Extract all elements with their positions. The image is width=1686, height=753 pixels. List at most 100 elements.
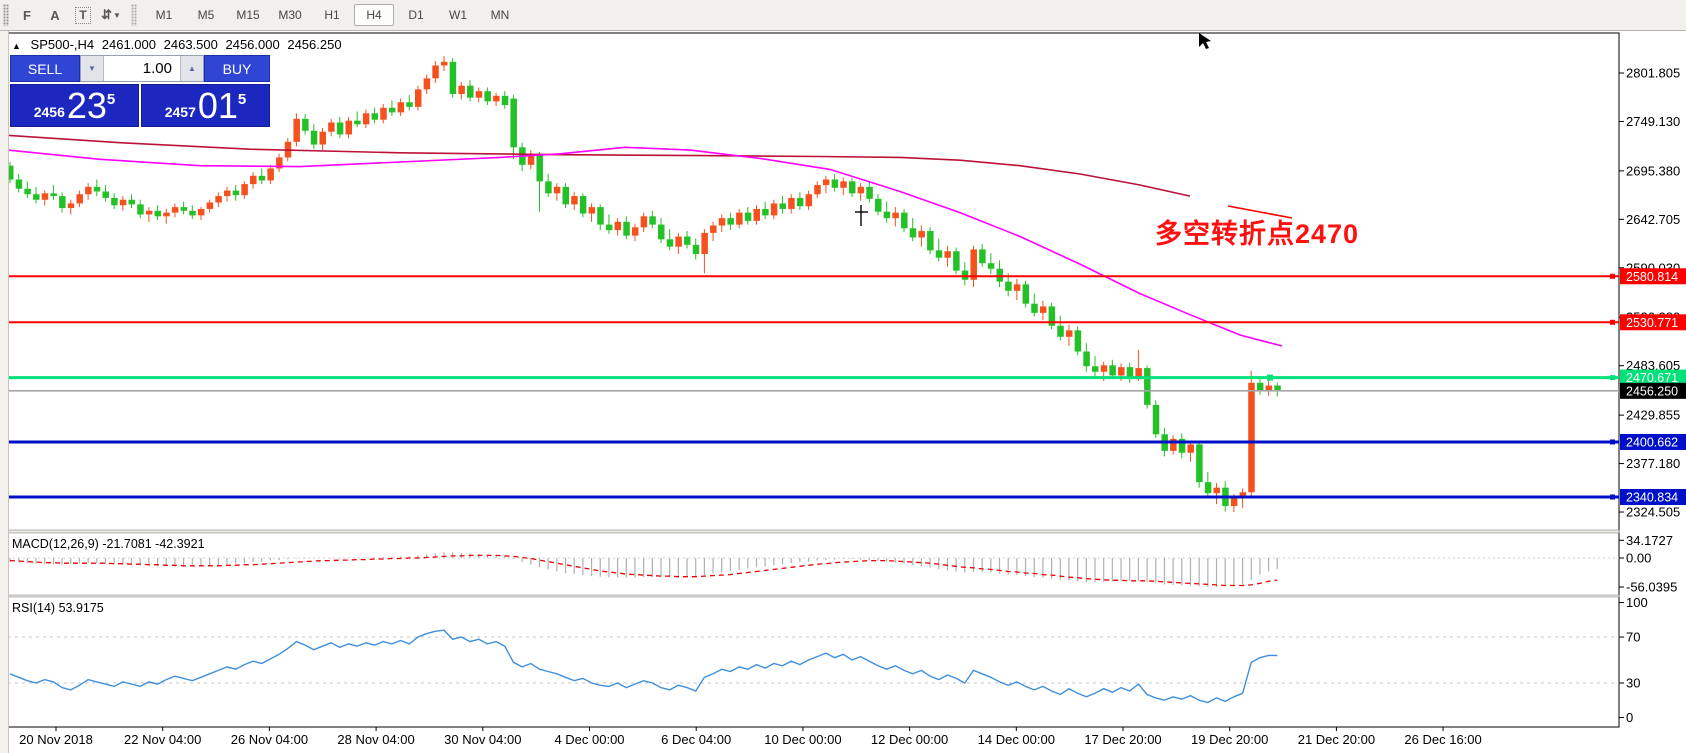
svg-text:28 Nov 04:00: 28 Nov 04:00 (337, 732, 414, 747)
rsi-panel: 100 70 30 0 (8, 595, 1648, 725)
high-value: 2463.500 (163, 37, 218, 52)
svg-text:2749.130: 2749.130 (1626, 114, 1680, 129)
timeframe-m30-button[interactable]: M30 (278, 8, 302, 22)
macd-name: MACD(12,26,9) (12, 537, 99, 551)
svg-text:6 Dec 04:00: 6 Dec 04:00 (661, 732, 731, 747)
svg-text:70: 70 (1626, 630, 1640, 645)
volume-decrease-icon[interactable]: ▼ (81, 56, 104, 81)
volume-input[interactable]: 1.00 (142, 60, 172, 77)
svg-text:4 Dec 00:00: 4 Dec 00:00 (554, 732, 624, 747)
quote-header: ▲ SP500-,H4 2461.000 2463.500 2456.000 2… (12, 37, 346, 52)
macd-value: -21.7081 (102, 537, 152, 551)
volume-increase-icon[interactable]: ▲ (180, 56, 203, 81)
timeframe-m15-button[interactable]: M15 (236, 8, 260, 22)
timeframe-m5-button[interactable]: M5 (197, 8, 215, 22)
sell-price-big: 23 (66, 85, 107, 126)
timeframe-d1-button[interactable]: D1 (408, 8, 424, 22)
svg-text:0.00: 0.00 (1626, 551, 1651, 566)
svg-text:-56.0395: -56.0395 (1626, 580, 1677, 595)
text-box-glyph: T (75, 6, 91, 24)
top-toolbar: F A T ⇵ ▼ M1 M5 M15 M30 H1 H4 D1 W1 MN (0, 0, 1686, 31)
svg-text:26 Nov 04:00: 26 Nov 04:00 (231, 732, 308, 747)
ma_slow-line[interactable] (8, 134, 1191, 197)
rsi-indicator-label: RSI(14) 53.9175 (12, 601, 104, 615)
sell-price-box[interactable]: 2456 23 5 (10, 84, 139, 127)
timeframe-mn-button[interactable]: MN (490, 8, 510, 22)
turning-point-annotation: 多空转折点2470 (1155, 219, 1360, 249)
toolbar-separator (131, 4, 137, 26)
symbol-period-label: SP500-,H4 (30, 37, 95, 52)
timeframe-w1-button[interactable]: W1 (449, 8, 467, 22)
panel-splitter-rsi[interactable] (7, 594, 1620, 598)
svg-text:2580.814: 2580.814 (1626, 270, 1678, 284)
svg-text:100: 100 (1626, 595, 1648, 610)
sell-price-prefix: 2456 (33, 104, 65, 120)
collapse-panel-icon[interactable]: ▲ (12, 41, 21, 51)
timeframe-h1-button[interactable]: H1 (324, 8, 340, 22)
ma_fast-line[interactable] (8, 146, 1283, 347)
price-axis: 2801.8052749.1302695.3802642.7052590.030… (1619, 66, 1680, 520)
svg-text:10 Dec 00:00: 10 Dec 00:00 (764, 732, 841, 747)
rsi-line (9, 629, 1278, 704)
arrange-objects-icon[interactable]: ⇵ ▼ (99, 4, 123, 26)
svg-text:2324.505: 2324.505 (1626, 505, 1680, 520)
macd-signal-value: -42.3921 (155, 537, 205, 551)
svg-text:21 Dec 20:00: 21 Dec 20:00 (1298, 732, 1375, 747)
panel-splitter-macd[interactable] (7, 529, 1620, 534)
buy-price-sup: 5 (237, 91, 247, 108)
time-axis: 20 Nov 2018 22 Nov 04:00 26 Nov 04:00 28 No… (19, 727, 1482, 747)
svg-text:2695.380: 2695.380 (1626, 163, 1680, 178)
timeframe-h4-button[interactable]: H4 (354, 4, 394, 26)
toolbar-grip-icon[interactable] (3, 4, 9, 26)
svg-text:34.1727: 34.1727 (1626, 533, 1673, 548)
svg-text:17 Dec 20:00: 17 Dec 20:00 (1084, 732, 1161, 747)
arrange-glyph: ⇵ (101, 7, 112, 22)
text-box-icon[interactable]: T (71, 4, 95, 26)
svg-text:2429.855: 2429.855 (1626, 408, 1680, 423)
svg-text:19 Dec 20:00: 19 Dec 20:00 (1191, 732, 1268, 747)
chart-frame (7, 32, 1620, 728)
candles-layer[interactable] (7, 56, 1281, 513)
timeframe-m1-button[interactable]: M1 (155, 8, 173, 22)
window-left-edge (0, 31, 9, 753)
svg-text:2456.250: 2456.250 (1626, 384, 1678, 398)
font-a-icon[interactable]: A (50, 7, 60, 23)
horizontal-levels[interactable]: 2580.814 2530.771 2470.671 2400.662 2340.834 (8, 268, 1686, 506)
svg-text:2470.671: 2470.671 (1626, 371, 1678, 385)
sell-price-sup: 5 (106, 91, 116, 108)
svg-text:2400.662: 2400.662 (1626, 435, 1678, 449)
buy-button[interactable]: BUY (204, 55, 270, 82)
macd-indicator-label: MACD(12,26,9) -21.7081 -42.3921 (12, 537, 205, 551)
mouse-cursor-icon (1199, 33, 1211, 49)
svg-text:14 Dec 00:00: 14 Dec 00:00 (978, 732, 1055, 747)
dropdown-caret-icon[interactable]: ▼ (112, 10, 121, 20)
open-value: 2461.000 (101, 37, 156, 52)
buy-price-prefix: 2457 (164, 104, 196, 120)
sell-button[interactable]: SELL (10, 55, 80, 82)
svg-text:12 Dec 00:00: 12 Dec 00:00 (871, 732, 948, 747)
cross-mark (855, 205, 868, 226)
svg-text:30 Nov 04:00: 30 Nov 04:00 (444, 732, 521, 747)
svg-text:2642.705: 2642.705 (1626, 212, 1680, 227)
svg-text:20 Nov 2018: 20 Nov 2018 (19, 732, 93, 747)
close-value: 2456.250 (287, 37, 342, 52)
volume-stepper: ▼ 1.00 ▲ (80, 55, 204, 82)
rsi-name: RSI(14) (12, 601, 56, 615)
red-trendline-segment[interactable] (1227, 205, 1293, 219)
chart-grid-f-icon[interactable]: F (23, 7, 31, 23)
svg-text:2377.180: 2377.180 (1626, 456, 1680, 471)
svg-text:2801.805: 2801.805 (1626, 66, 1680, 81)
svg-text:30: 30 (1626, 676, 1640, 691)
green-line-handle[interactable] (1267, 374, 1273, 381)
buy-price-box[interactable]: 2457 01 5 (141, 84, 270, 127)
one-click-trading-panel: SELL ▼ 1.00 ▲ BUY 2456 23 5 2457 01 5 (10, 55, 270, 127)
buy-price-big: 01 (197, 85, 238, 126)
svg-text:22 Nov 04:00: 22 Nov 04:00 (124, 732, 201, 747)
rsi-value: 53.9175 (58, 601, 104, 615)
svg-text:0: 0 (1626, 710, 1633, 725)
macd-panel: 34.1727 0.00 -56.0395 (8, 533, 1677, 595)
svg-text:26 Dec 16:00: 26 Dec 16:00 (1404, 732, 1481, 747)
svg-text:2530.771: 2530.771 (1626, 316, 1678, 330)
svg-text:2483.605: 2483.605 (1626, 358, 1680, 373)
